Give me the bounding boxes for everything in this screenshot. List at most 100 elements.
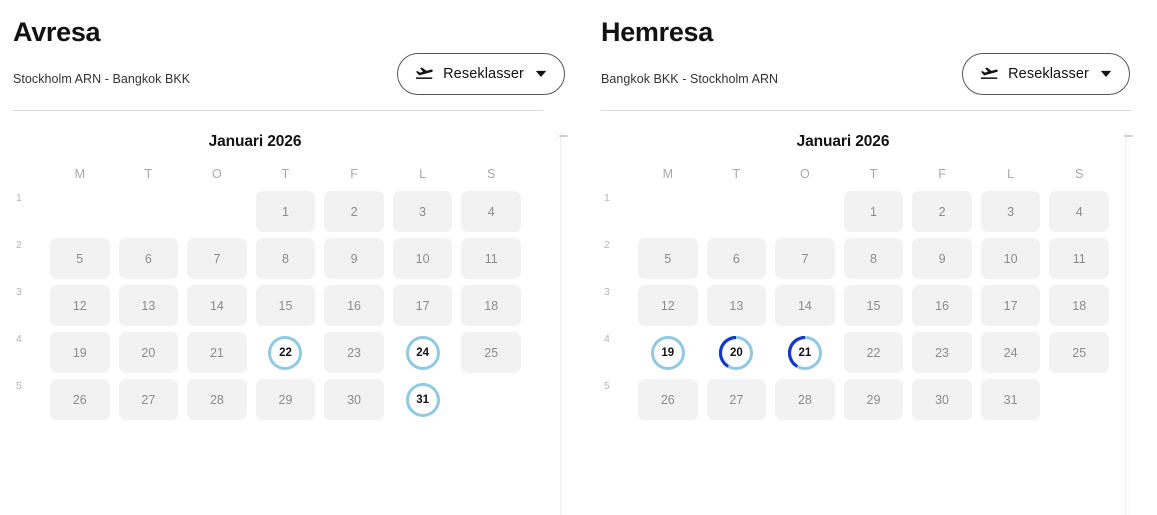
day-cell-7[interactable]: 7 — [187, 238, 247, 279]
day-cell-18[interactable]: 18 — [461, 285, 521, 326]
day-cell-12[interactable]: 12 — [638, 285, 698, 326]
day-cell-1[interactable]: 1 — [843, 191, 904, 232]
day-cell-6[interactable]: 6 — [706, 238, 767, 279]
day-cell-16[interactable]: 16 — [912, 285, 972, 326]
weekday-label-1: T — [144, 167, 153, 181]
day-cell-24[interactable]: 24 — [393, 332, 453, 373]
day-cell-5[interactable]: 5 — [50, 238, 110, 279]
day-cell-25[interactable]: 25 — [1049, 332, 1109, 373]
day-cell-10[interactable]: 10 — [980, 238, 1041, 279]
day-cell-15[interactable]: 15 — [843, 285, 904, 326]
day-cell-1[interactable]: 1 — [255, 191, 316, 232]
day-number: 16 — [347, 298, 362, 313]
day-cell-26[interactable]: 26 — [50, 379, 110, 420]
day-cell-empty — [1049, 379, 1109, 420]
day-cell-9[interactable]: 9 — [912, 238, 972, 279]
day-cell-23[interactable]: 23 — [324, 332, 384, 373]
day-cell-29[interactable]: 29 — [255, 379, 316, 420]
day-cell-20[interactable]: 20 — [118, 332, 179, 373]
day-cell-27[interactable]: 27 — [706, 379, 767, 420]
day-number: 24 — [1003, 345, 1018, 360]
day-cell-18[interactable]: 18 — [1049, 285, 1109, 326]
day-cell-22[interactable]: 22 — [256, 332, 316, 373]
day-number: 5 — [76, 251, 84, 266]
week-number: 1 — [16, 192, 22, 204]
calendar-scrollbar-thumb[interactable] — [1124, 135, 1133, 137]
day-cell-6[interactable]: 6 — [118, 238, 179, 279]
day-number: 5 — [664, 251, 672, 266]
day-cell-23[interactable]: 23 — [912, 332, 972, 373]
day-cell-4[interactable]: 4 — [1049, 191, 1109, 232]
day-cell-8[interactable]: 8 — [255, 238, 316, 279]
travel-class-button[interactable]: Reseklasser — [962, 53, 1130, 95]
day-number: 25 — [484, 345, 499, 360]
day-cell-19[interactable]: 19 — [638, 332, 698, 373]
day-cell-2[interactable]: 2 — [324, 191, 384, 232]
day-cell-9[interactable]: 9 — [324, 238, 384, 279]
day-number: 3 — [1007, 204, 1015, 219]
weekday-label-2: O — [212, 167, 222, 181]
day-cell-28[interactable]: 28 — [187, 379, 247, 420]
day-cell-14[interactable]: 14 — [187, 285, 247, 326]
day-cell-21[interactable]: 21 — [775, 332, 835, 373]
day-cell-29[interactable]: 29 — [843, 379, 904, 420]
calendar-scrollbar[interactable] — [559, 132, 568, 515]
day-number: 30 — [347, 392, 362, 407]
calendar-scrollbar[interactable] — [1124, 132, 1133, 515]
calendar-week-row: 4 19 20 21 22 23 24 25 — [13, 332, 543, 373]
day-cell-24[interactable]: 24 — [980, 332, 1041, 373]
day-number: 17 — [415, 298, 430, 313]
day-cell-16[interactable]: 16 — [324, 285, 384, 326]
day-cell-4[interactable]: 4 — [461, 191, 521, 232]
day-cell-2[interactable]: 2 — [912, 191, 972, 232]
calendar-week-row: 1 1 2 3 4 — [601, 191, 1131, 232]
calendar-month-label: Januari 2026 — [208, 133, 302, 150]
day-number: 29 — [278, 392, 293, 407]
day-number: 9 — [938, 251, 946, 266]
day-cell-20[interactable]: 20 — [707, 332, 767, 373]
day-number: 12 — [72, 298, 87, 313]
day-cell-17[interactable]: 17 — [392, 285, 453, 326]
weekday-label-2: O — [800, 167, 810, 181]
week-number: 3 — [16, 286, 22, 298]
day-cell-10[interactable]: 10 — [392, 238, 453, 279]
day-number: 4 — [1075, 204, 1083, 219]
day-number: 14 — [797, 298, 812, 313]
day-cell-26[interactable]: 26 — [638, 379, 698, 420]
day-cell-15[interactable]: 15 — [255, 285, 316, 326]
day-cell-25[interactable]: 25 — [461, 332, 521, 373]
day-cell-27[interactable]: 27 — [118, 379, 179, 420]
day-cell-3[interactable]: 3 — [980, 191, 1041, 232]
day-cell-5[interactable]: 5 — [638, 238, 698, 279]
day-cell-17[interactable]: 17 — [980, 285, 1041, 326]
day-cell-13[interactable]: 13 — [118, 285, 179, 326]
day-cell-8[interactable]: 8 — [843, 238, 904, 279]
calendar-week-row: 4 19 20 21 22 23 24 25 — [601, 332, 1131, 373]
calendar-scrollbar-thumb[interactable] — [559, 135, 568, 137]
day-cell-11[interactable]: 11 — [1049, 238, 1109, 279]
day-cell-21[interactable]: 21 — [187, 332, 247, 373]
day-cell-31[interactable]: 31 — [980, 379, 1041, 420]
day-cell-7[interactable]: 7 — [775, 238, 835, 279]
day-number: 18 — [1072, 298, 1087, 313]
day-cell-30[interactable]: 30 — [912, 379, 972, 420]
week-number: 5 — [16, 380, 22, 392]
day-cell-11[interactable]: 11 — [461, 238, 521, 279]
day-number: 20 — [729, 346, 743, 359]
day-cell-12[interactable]: 12 — [50, 285, 110, 326]
day-cell-13[interactable]: 13 — [706, 285, 767, 326]
day-cell-22[interactable]: 22 — [843, 332, 904, 373]
day-cell-14[interactable]: 14 — [775, 285, 835, 326]
travel-class-button[interactable]: Reseklasser — [397, 53, 565, 95]
day-cell-30[interactable]: 30 — [324, 379, 384, 420]
day-cell-28[interactable]: 28 — [775, 379, 835, 420]
calendar-week-row: 1 1 2 3 4 — [13, 191, 543, 232]
day-cell-31[interactable]: 31 — [393, 379, 453, 420]
day-number: 14 — [209, 298, 224, 313]
day-number: 24 — [416, 346, 430, 359]
day-cell-19[interactable]: 19 — [50, 332, 110, 373]
day-number: 30 — [935, 392, 950, 407]
day-cell-3[interactable]: 3 — [392, 191, 453, 232]
week-number: 3 — [604, 286, 610, 298]
